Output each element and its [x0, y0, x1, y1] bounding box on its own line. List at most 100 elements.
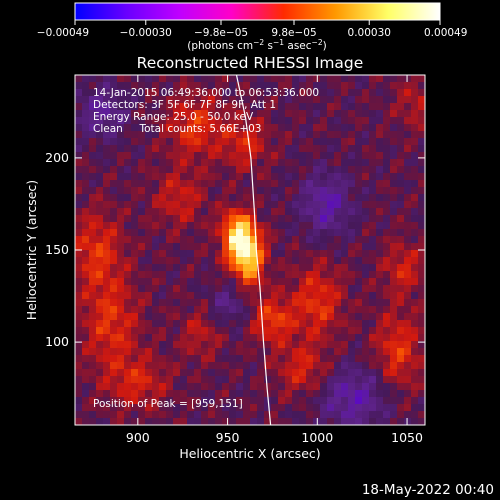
- heatmap-cell: [75, 285, 83, 293]
- heatmap-cell: [320, 173, 328, 181]
- heatmap-cell: [103, 159, 111, 167]
- heatmap-cell: [257, 355, 265, 363]
- heatmap-cell: [194, 75, 202, 83]
- heatmap-cell: [89, 75, 97, 83]
- heatmap-cell: [390, 376, 398, 384]
- heatmap-cell: [299, 376, 307, 384]
- heatmap-cell: [89, 250, 97, 258]
- heatmap-cell: [201, 215, 209, 223]
- heatmap-cell: [131, 215, 139, 223]
- heatmap-cell: [257, 138, 265, 146]
- heatmap-cell: [264, 124, 272, 132]
- heatmap-cell: [75, 411, 83, 419]
- heatmap-cell: [306, 89, 314, 97]
- heatmap-cell: [411, 285, 419, 293]
- heatmap-cell: [285, 271, 293, 279]
- heatmap-cell: [222, 376, 230, 384]
- heatmap-cell: [376, 89, 384, 97]
- heatmap-cell: [166, 369, 174, 377]
- heatmap-cell: [103, 243, 111, 251]
- heatmap-cell: [250, 285, 258, 293]
- heatmap-cell: [229, 243, 237, 251]
- heatmap-cell: [152, 383, 160, 391]
- heatmap-cell: [306, 159, 314, 167]
- heatmap-cell: [159, 250, 167, 258]
- heatmap-cell: [285, 383, 293, 391]
- heatmap-cell: [355, 82, 363, 90]
- heatmap-cell: [82, 82, 90, 90]
- heatmap-cell: [180, 110, 188, 118]
- heatmap-cell: [215, 334, 223, 342]
- heatmap-cell: [152, 376, 160, 384]
- heatmap-cell: [264, 327, 272, 335]
- heatmap-cell: [383, 411, 391, 419]
- heatmap-cell: [215, 418, 223, 425]
- heatmap-cell: [334, 159, 342, 167]
- heatmap-cell: [362, 271, 370, 279]
- heatmap-cell: [362, 362, 370, 370]
- heatmap-cell: [229, 89, 237, 97]
- heatmap-cell: [110, 138, 118, 146]
- heatmap-cell: [89, 362, 97, 370]
- heatmap-cell: [159, 215, 167, 223]
- heatmap-cell: [313, 313, 321, 321]
- heatmap-cell: [278, 383, 286, 391]
- heatmap-cell: [418, 355, 425, 363]
- heatmap-cell: [180, 131, 188, 139]
- heatmap-cell: [187, 341, 195, 349]
- heatmap-cell: [117, 348, 125, 356]
- heatmap-cell: [110, 152, 118, 160]
- heatmap-cell: [299, 369, 307, 377]
- heatmap-cell: [124, 264, 132, 272]
- peak-position-label: Position of Peak = [959,151]: [93, 398, 243, 410]
- heatmap-cell: [355, 299, 363, 307]
- heatmap-cell: [110, 180, 118, 188]
- heatmap-cell: [271, 271, 279, 279]
- heatmap-cell: [180, 250, 188, 258]
- heatmap-cell: [362, 187, 370, 195]
- heatmap-cell: [313, 131, 321, 139]
- heatmap-cell: [103, 75, 111, 83]
- heatmap-cell: [285, 313, 293, 321]
- heatmap-cell: [306, 397, 314, 405]
- heatmap-cell: [390, 369, 398, 377]
- heatmap-cell: [313, 250, 321, 258]
- heatmap-cell: [376, 320, 384, 328]
- heatmap-cell: [418, 229, 425, 237]
- heatmap-cell: [131, 327, 139, 335]
- heatmap-cell: [138, 257, 146, 265]
- heatmap-cell: [327, 145, 335, 153]
- heatmap-cell: [292, 96, 300, 104]
- heatmap-cell: [152, 257, 160, 265]
- heatmap-cell: [152, 313, 160, 321]
- heatmap-cell: [383, 383, 391, 391]
- heatmap-cell: [236, 103, 244, 111]
- heatmap-cell: [320, 341, 328, 349]
- heatmap-cell: [376, 215, 384, 223]
- heatmap-cell: [124, 257, 132, 265]
- heatmap-cell: [159, 173, 167, 181]
- heatmap-cell: [285, 411, 293, 419]
- heatmap-cell: [215, 187, 223, 195]
- heatmap-cell: [173, 201, 181, 209]
- heatmap-cell: [96, 404, 104, 412]
- heatmap-cell: [362, 138, 370, 146]
- heatmap-cell: [229, 348, 237, 356]
- heatmap-cell: [327, 138, 335, 146]
- heatmap-cell: [145, 194, 153, 202]
- heatmap-cell: [299, 208, 307, 216]
- heatmap-cell: [264, 278, 272, 286]
- heatmap-cell: [152, 117, 160, 125]
- heatmap-cell: [411, 159, 419, 167]
- heatmap-cell: [159, 341, 167, 349]
- heatmap-cell: [124, 418, 132, 425]
- heatmap-cell: [320, 96, 328, 104]
- heatmap-cell: [208, 404, 216, 412]
- heatmap-cell: [341, 418, 349, 425]
- heatmap-cell: [334, 411, 342, 419]
- heatmap-cell: [110, 131, 118, 139]
- heatmap-cell: [194, 159, 202, 167]
- heatmap-cell: [341, 404, 349, 412]
- heatmap-cell: [334, 222, 342, 230]
